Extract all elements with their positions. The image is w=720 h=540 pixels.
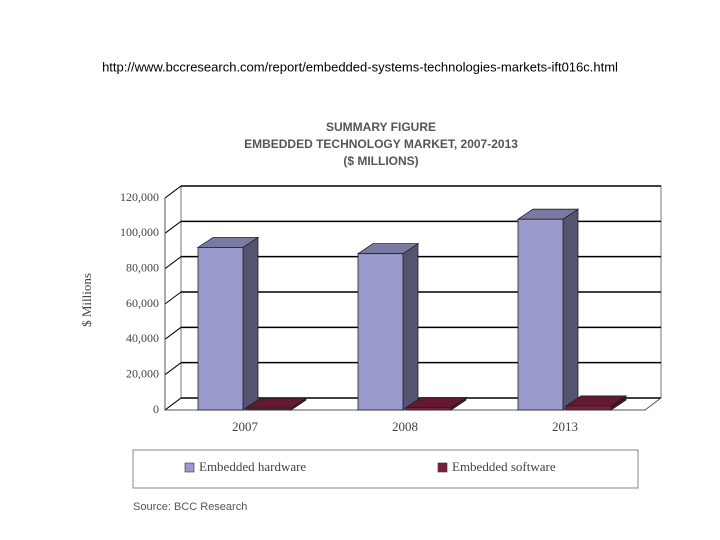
- y-tick-label: 120,000: [120, 190, 159, 204]
- bar: [517, 218, 564, 411]
- bar-side: [242, 236, 259, 411]
- legend-label: Embedded hardware: [199, 459, 306, 474]
- y-tick-label: 0: [153, 402, 159, 416]
- bar: [405, 407, 452, 411]
- bar: [565, 405, 612, 411]
- bar-side: [562, 208, 579, 411]
- grid-line-side: [164, 291, 182, 305]
- x-tick-label: 2013: [552, 419, 578, 434]
- legend-box: [132, 449, 639, 489]
- y-tick-label: 20,000: [126, 366, 159, 380]
- bar-side: [402, 242, 419, 411]
- legend-swatch: [437, 462, 448, 473]
- y-axis-label: $ Millions: [79, 273, 94, 327]
- chart-title: SUMMARY FIGURE: [326, 120, 436, 134]
- y-tick-label: 40,000: [126, 331, 159, 345]
- grid-line-side: [164, 326, 182, 340]
- url-text: http://www.bccresearch.com/report/embedd…: [102, 59, 618, 74]
- chart-subtitle: ($ MILLIONS): [343, 154, 418, 168]
- legend-label: Embedded software: [452, 459, 556, 474]
- y-tick-label: 80,000: [126, 260, 159, 274]
- floor-right: [644, 397, 662, 411]
- y-tick-label: 60,000: [126, 296, 159, 310]
- bar: [357, 253, 404, 411]
- x-tick-label: 2007: [232, 419, 259, 434]
- chart-subtitle: EMBEDDED TECHNOLOGY MARKET, 2007-2013: [244, 137, 518, 151]
- bar: [245, 407, 292, 411]
- bar: [197, 247, 244, 411]
- grid-line-side: [164, 362, 182, 376]
- grid-line-side: [164, 256, 182, 270]
- source: Source: BCC Research: [133, 501, 247, 513]
- legend-swatch: [184, 462, 195, 473]
- grid-line-side: [164, 220, 182, 234]
- grid-line-side: [164, 185, 182, 199]
- grid-line-side: [164, 397, 182, 411]
- x-tick-label: 2008: [392, 419, 418, 434]
- y-tick-label: 100,000: [120, 225, 159, 239]
